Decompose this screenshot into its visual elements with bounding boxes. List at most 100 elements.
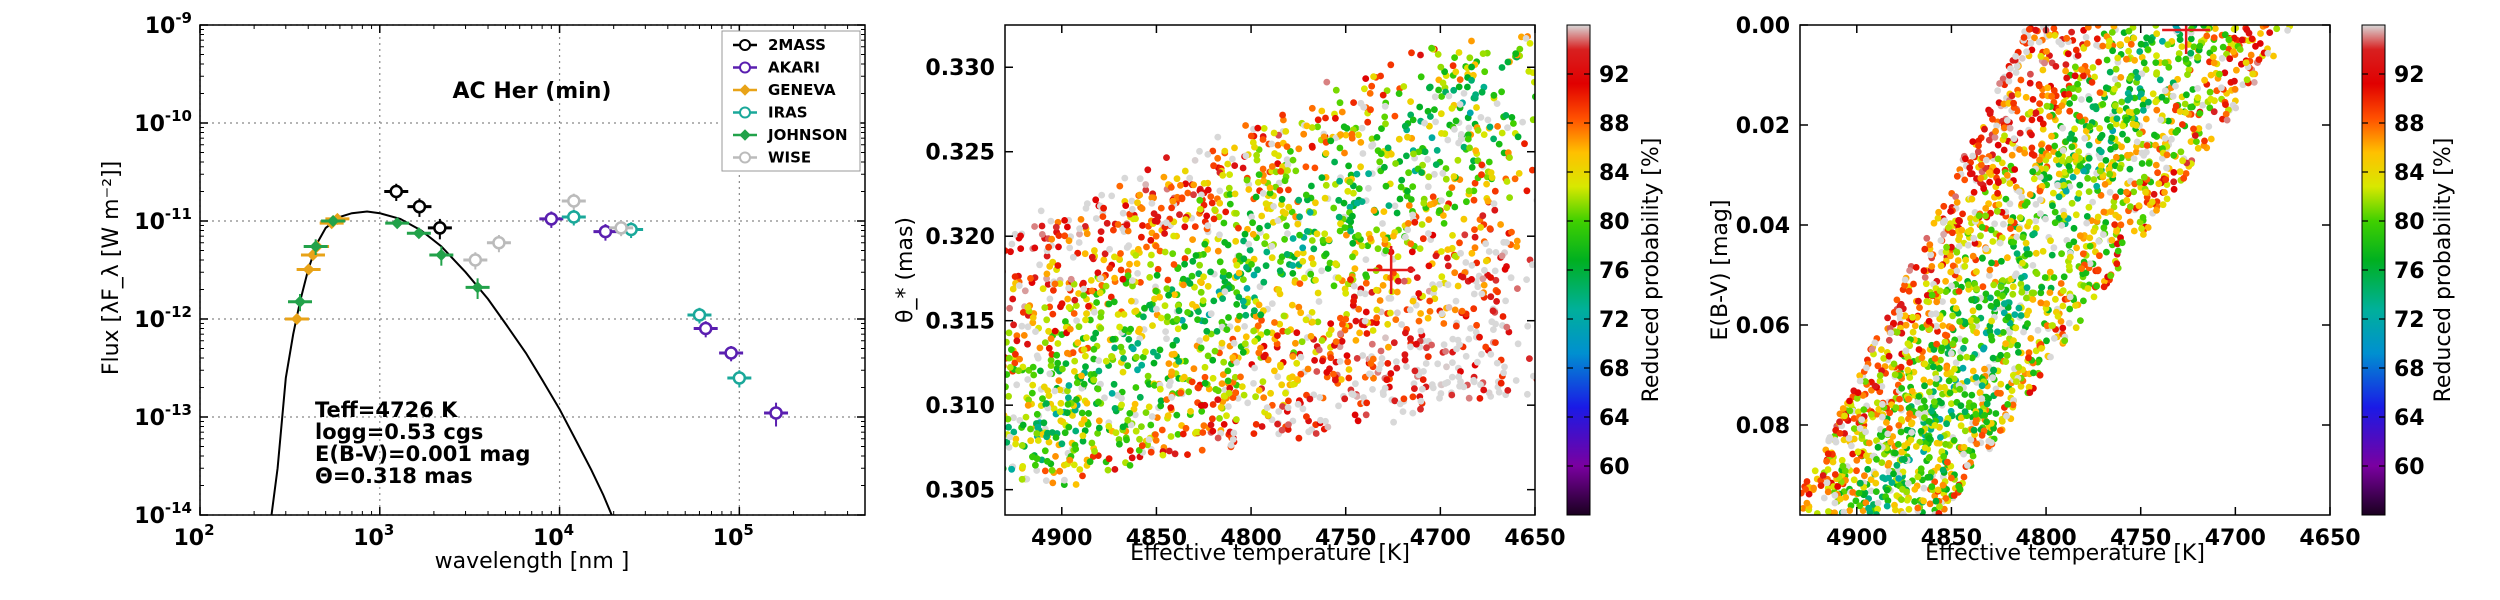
scatter-point xyxy=(1200,273,1207,281)
scatter-point xyxy=(1406,306,1414,314)
scatter-point xyxy=(1936,503,1943,510)
scatter-point xyxy=(1917,465,1925,473)
scatter-point xyxy=(1096,289,1104,297)
scatter-point xyxy=(2116,107,2124,114)
scatter-point xyxy=(1267,389,1274,397)
scatter-point xyxy=(1151,295,1158,303)
scatter-point xyxy=(1407,98,1414,105)
scatter-point xyxy=(1419,161,1426,169)
scatter-point xyxy=(2102,157,2110,164)
scatter-point xyxy=(2066,135,2074,142)
scatter-point xyxy=(988,254,995,261)
scatter-point xyxy=(1289,270,1297,277)
scatter-point xyxy=(1065,284,1073,292)
scatter-point xyxy=(1479,212,1487,220)
scatter-point xyxy=(2163,151,2171,159)
scatter-point xyxy=(1914,504,1922,512)
scatter-point xyxy=(1207,268,1214,276)
scatter-point xyxy=(1393,364,1401,372)
scatter-point xyxy=(1020,332,1028,339)
scatter-point xyxy=(1339,320,1346,328)
scatter-point xyxy=(1961,262,1969,270)
scatter-point xyxy=(1491,206,1499,214)
scatter-point xyxy=(1266,189,1274,197)
scatter-point xyxy=(2074,86,2082,93)
ytick-label: 0.305 xyxy=(925,479,995,504)
scatter-point xyxy=(2221,31,2229,39)
scatter-point xyxy=(2161,189,2168,196)
scatter-point xyxy=(1106,264,1114,272)
scatter-point xyxy=(1925,434,1933,442)
scatter-point xyxy=(1385,343,1392,351)
scatter-point xyxy=(1872,470,1879,478)
scatter-point xyxy=(1977,161,1985,169)
scatter-point xyxy=(1301,274,1308,282)
scatter-point xyxy=(2045,152,2052,160)
scatter-point xyxy=(1009,295,1017,303)
scatter-point xyxy=(1274,217,1282,225)
scatter-point xyxy=(1048,235,1056,243)
scatter-point xyxy=(966,368,973,375)
scatter-point xyxy=(1017,245,1025,253)
scatter-point xyxy=(1428,341,1435,349)
scatter-point xyxy=(1250,430,1258,437)
scatter-point xyxy=(2043,300,2051,308)
scatter-point xyxy=(1932,322,1940,330)
scatter-point xyxy=(1872,479,1880,487)
scatter-point xyxy=(2033,270,2041,277)
scatter-point xyxy=(2207,135,2215,143)
scatter-point xyxy=(1978,395,1986,402)
scatter-point xyxy=(2106,170,2114,178)
scatter-point xyxy=(1218,339,1226,347)
scatter-point xyxy=(944,295,951,302)
scatter-point xyxy=(1915,297,1922,305)
scatter-point xyxy=(2153,69,2161,76)
scatter-point xyxy=(1529,166,1535,174)
scatter-point xyxy=(2222,101,2229,108)
scatter-point xyxy=(1430,285,1438,293)
ytick-label: 0.330 xyxy=(925,56,995,81)
scatter-point xyxy=(1008,346,1015,353)
scatter-point xyxy=(1355,305,1363,313)
scatter-point xyxy=(1029,381,1037,389)
scatter-point xyxy=(1392,316,1400,323)
scatter-point xyxy=(2187,49,2195,57)
scatter-point xyxy=(1898,496,1905,503)
scatter-point xyxy=(1033,430,1041,437)
scatter-point xyxy=(1214,434,1222,442)
scatter-point xyxy=(1451,306,1459,314)
scatter-point xyxy=(1424,155,1431,163)
scatter-point xyxy=(1382,120,1389,128)
scatter-point xyxy=(1213,328,1221,335)
scatter-point xyxy=(1336,358,1344,365)
scatter-point xyxy=(1156,293,1163,301)
scatter-point xyxy=(2054,181,2062,189)
scatter-point xyxy=(2093,35,2101,43)
scatter-point xyxy=(1252,193,1260,201)
scatter-point xyxy=(1513,237,1521,245)
scatter-point xyxy=(2080,72,2087,80)
scatter-point xyxy=(1312,199,1319,207)
scatter-point xyxy=(980,384,987,391)
scatter-point xyxy=(1256,224,1263,232)
scatter-point xyxy=(1218,380,1226,387)
scatter-point xyxy=(1438,248,1445,255)
scatter-point xyxy=(1545,233,1552,240)
scatter-point xyxy=(1901,455,1908,463)
scatter-point xyxy=(1961,427,1969,435)
scatter-point xyxy=(1012,350,1019,358)
scatter-point xyxy=(1248,261,1255,268)
scatter-point xyxy=(1465,124,1473,132)
scatter-point xyxy=(1883,502,1891,510)
scatter-point xyxy=(2080,297,2087,305)
scatter-point xyxy=(1192,252,1200,259)
scatter-point xyxy=(2079,250,2087,258)
scatter-point xyxy=(2118,143,2126,151)
scatter-point xyxy=(2140,173,2148,181)
scatter-point xyxy=(1440,212,1447,219)
scatter-point xyxy=(2123,55,2130,63)
scatter-point xyxy=(2024,320,2031,328)
scatter-point xyxy=(2018,55,2026,62)
scatter-point xyxy=(1459,273,1467,281)
scatter-point xyxy=(1229,436,1237,443)
